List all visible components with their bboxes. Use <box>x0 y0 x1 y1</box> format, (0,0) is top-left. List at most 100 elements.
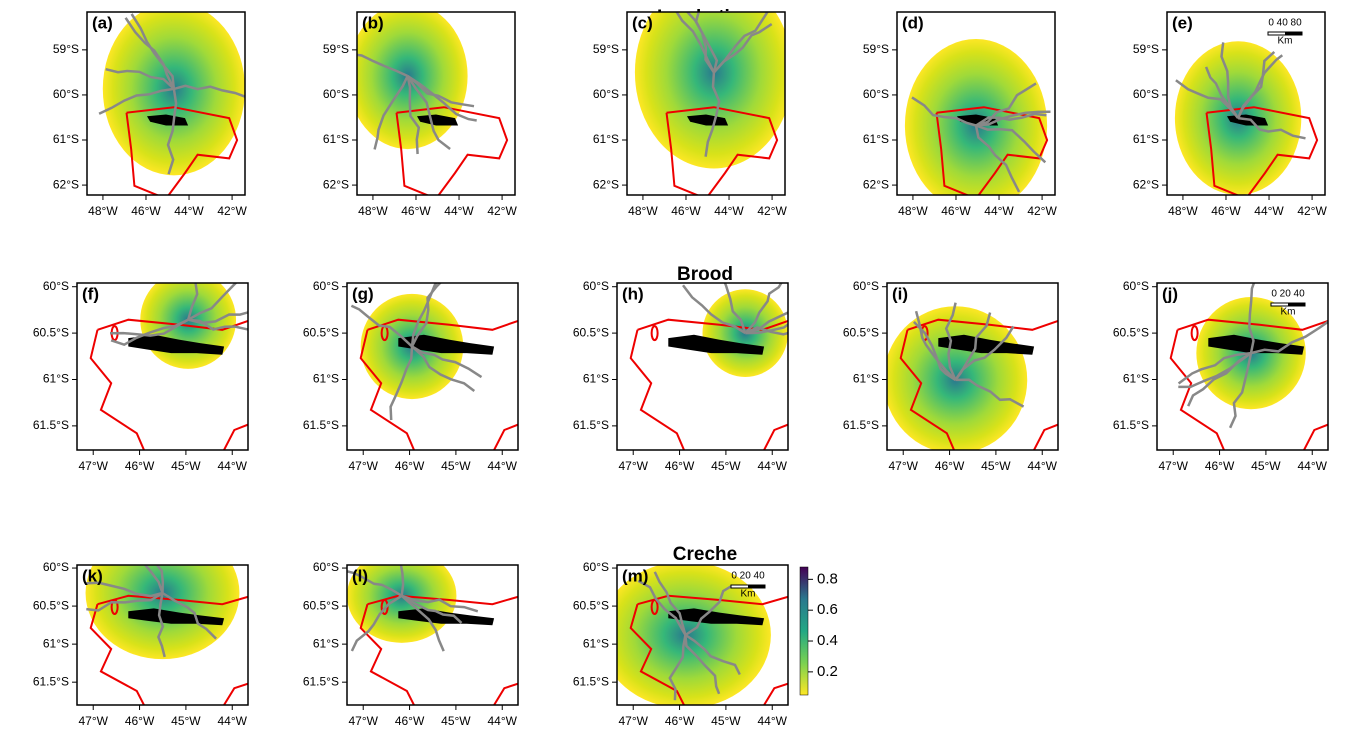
y-tick-label: 59°S <box>1133 42 1159 56</box>
track <box>400 594 445 652</box>
panel-label: (b) <box>362 13 384 32</box>
scale-labels: 0 20 40 <box>1271 289 1305 300</box>
y-tick-label: 60.5°S <box>1113 325 1149 339</box>
track <box>188 318 248 331</box>
track <box>685 12 715 74</box>
track <box>157 592 166 658</box>
y-tick-label: 60°S <box>43 279 69 293</box>
map-panel: (f) 47°W 46°W 45°W 44°W 60°S 60.5°S 61°S 61.5°S <box>33 279 249 473</box>
track <box>744 283 783 334</box>
track <box>161 591 217 640</box>
panel-frame <box>356 11 516 196</box>
y-tick-label: 61°S <box>43 636 69 650</box>
track <box>406 74 477 122</box>
x-tick-label: 47°W <box>1158 459 1188 473</box>
track <box>954 312 992 381</box>
track <box>373 75 409 150</box>
scale-bar-fill <box>1285 32 1302 35</box>
panel-label: (e) <box>1172 13 1193 32</box>
track <box>187 283 199 321</box>
y-tick-label: 60°S <box>583 560 609 574</box>
colorbar <box>799 566 809 696</box>
track <box>173 84 245 98</box>
panel-label: (j) <box>1162 284 1178 303</box>
islet <box>1190 325 1199 342</box>
y-tick-label: 60°S <box>863 87 889 101</box>
x-tick-label: 42°W <box>217 204 247 218</box>
y-tick-label: 60°S <box>1133 87 1159 101</box>
x-tick-label: 44°W <box>444 204 474 218</box>
map-content <box>904 39 1051 195</box>
density-surface <box>634 12 785 169</box>
panel-frame <box>346 564 519 706</box>
track <box>975 110 1051 127</box>
x-tick-label: 45°W <box>171 459 201 473</box>
x-tick-label: 44°W <box>488 459 518 473</box>
island <box>668 334 765 355</box>
map-panel: (l) 47°W 46°W 45°W 44°W 60°S 60.5°S 61°S 61.5°S <box>303 560 519 728</box>
panel-label: (g) <box>352 284 374 303</box>
map-content <box>98 12 245 195</box>
track <box>399 565 405 596</box>
track <box>1248 283 1256 354</box>
x-tick-label: 44°W <box>218 714 248 728</box>
y-tick-label: 61°S <box>53 132 79 146</box>
colorbar-tick-label: 0.4 <box>817 632 838 649</box>
panel-frame <box>616 282 789 451</box>
coastline <box>1205 106 1319 195</box>
track <box>105 67 175 90</box>
x-tick-label: 46°W <box>395 459 425 473</box>
coastline <box>762 423 788 450</box>
track <box>1236 50 1276 119</box>
x-tick-label: 47°W <box>78 459 108 473</box>
track <box>712 12 769 74</box>
track <box>637 579 687 636</box>
panel-label: (i) <box>892 284 908 303</box>
y-tick-label: 61°S <box>1133 132 1159 146</box>
track <box>357 53 409 78</box>
map-panel: (a) 48°W 46°W 44°W 42°W 59°S 60°S 61°S 62°S <box>53 11 247 218</box>
panel-label: (f) <box>82 284 99 303</box>
island <box>128 608 225 626</box>
y-tick-label: 60.5°S <box>303 325 339 339</box>
x-tick-label: 46°W <box>1205 459 1235 473</box>
track <box>410 283 438 347</box>
coastline <box>97 594 248 606</box>
y-tick-label: 60°S <box>313 560 339 574</box>
island <box>938 334 1035 355</box>
track <box>955 378 1025 408</box>
x-tick-label: 44°W <box>1254 204 1284 218</box>
track <box>913 321 957 381</box>
track <box>975 82 1037 127</box>
y-tick-label: 61°S <box>1123 372 1149 386</box>
map-content <box>347 565 518 705</box>
map-panel: (j) 47°W 46°W 45°W 44°W 60°S 60.5°S 61°S 61.5°S 0… <box>1113 279 1329 473</box>
y-tick-label: 60.5°S <box>33 598 69 612</box>
y-tick-label: 59°S <box>323 42 349 56</box>
x-tick-label: 47°W <box>618 714 648 728</box>
x-tick-label: 46°W <box>395 714 425 728</box>
panel-frame <box>626 11 786 196</box>
panel-frame <box>76 564 249 706</box>
track <box>406 75 451 150</box>
y-tick-label: 61.5°S <box>843 418 879 432</box>
track <box>350 594 403 652</box>
coastline <box>1169 329 1226 450</box>
x-tick-label: 46°W <box>401 204 431 218</box>
x-tick-label: 44°W <box>758 714 788 728</box>
x-tick-label: 45°W <box>981 459 1011 473</box>
coastline <box>89 329 146 450</box>
coastline <box>359 329 416 450</box>
track <box>1204 66 1240 119</box>
y-tick-label: 62°S <box>593 177 619 191</box>
y-tick-label: 60.5°S <box>573 325 609 339</box>
track <box>1187 352 1252 407</box>
map-content <box>85 565 248 705</box>
track <box>389 346 414 421</box>
x-tick-label: 47°W <box>78 714 108 728</box>
coastline <box>665 106 779 195</box>
y-tick-label: 60°S <box>853 279 879 293</box>
map-content <box>617 565 788 705</box>
track <box>744 326 788 336</box>
x-tick-label: 46°W <box>125 714 155 728</box>
